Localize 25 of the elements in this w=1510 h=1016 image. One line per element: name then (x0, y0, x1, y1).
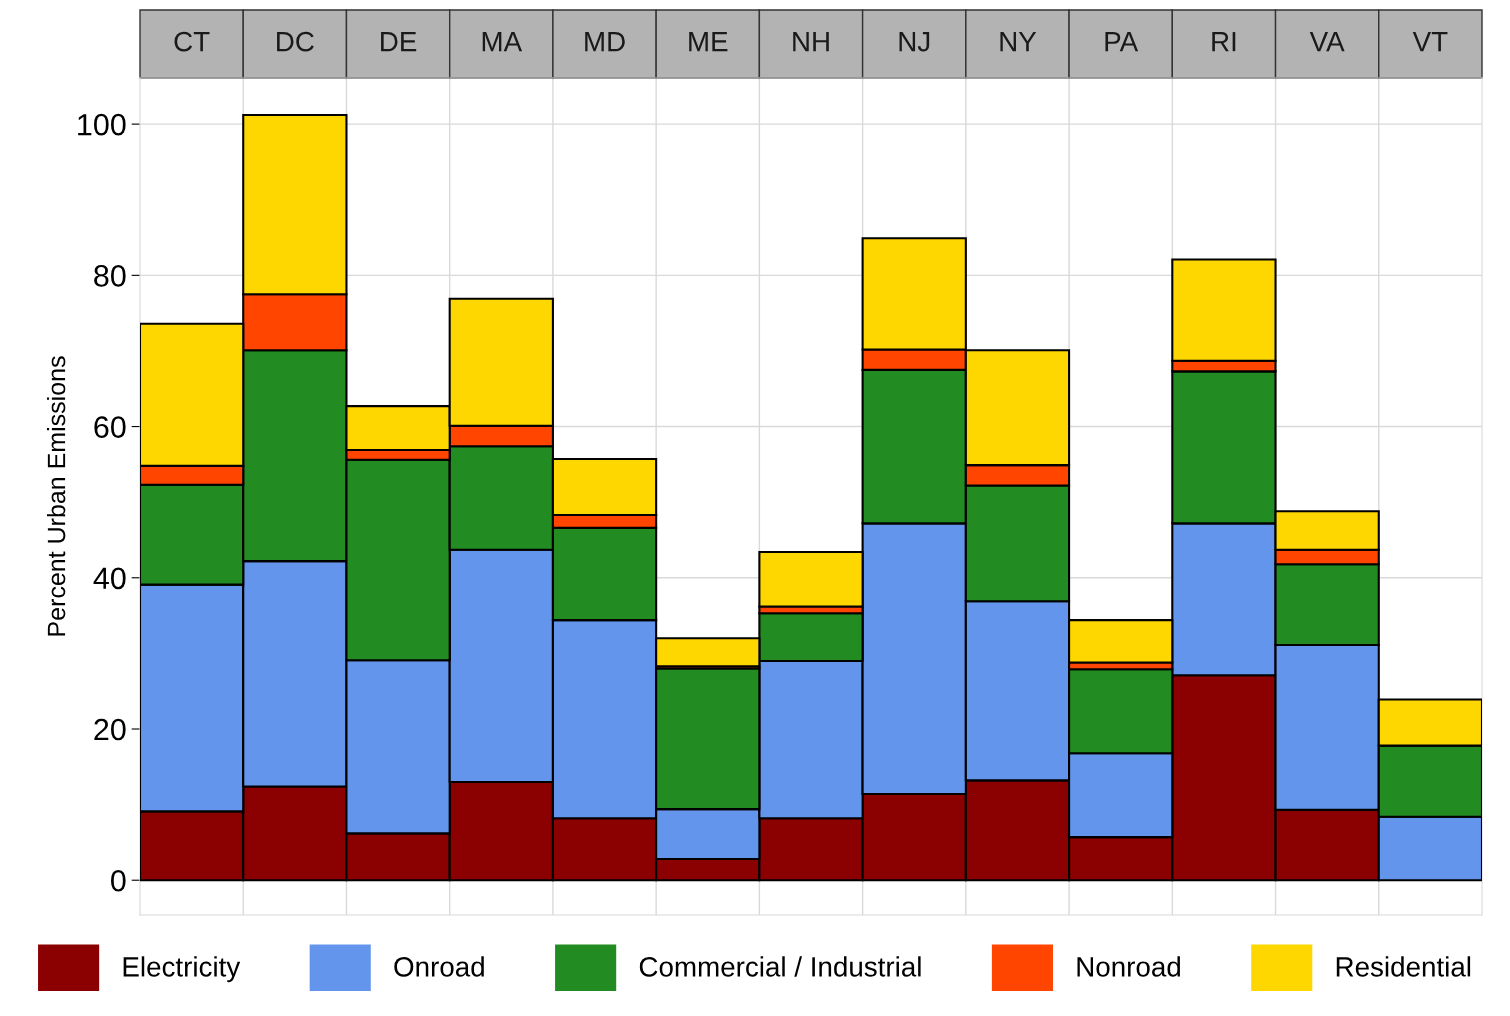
y-tick-label: 40 (93, 567, 126, 590)
x-tick-label: MD (585, 32, 625, 52)
x-tick-label: NJ (899, 32, 930, 52)
legend-label: Nonroad (1077, 956, 1180, 977)
x-tick-label: NY (1000, 32, 1037, 52)
y-tick-label: 60 (94, 416, 126, 438)
x-tick-label: ME (689, 32, 728, 52)
x-tick-label: MA (482, 32, 523, 52)
x-tick-label: NH (793, 32, 829, 52)
legend-label: Residential (1336, 956, 1471, 977)
y-tick-label: 0 (111, 869, 126, 892)
legend-label: Onroad (394, 956, 484, 977)
legend-label: Commercial / Industrial (639, 956, 921, 977)
y-tick-label: 20 (94, 718, 126, 741)
y-tick-label: 100 (78, 113, 126, 136)
y-tick-label: 80 (94, 265, 126, 287)
x-tick-label: VT (1412, 32, 1448, 52)
x-tick-label: DC (277, 31, 314, 52)
x-tick-label: PA (1105, 32, 1139, 52)
legend-label: Electricity (123, 956, 241, 983)
x-tick-label: CT (174, 31, 210, 52)
x-tick-label: VA (1309, 32, 1345, 52)
y-axis-title: Percent Urban Emissions (46, 356, 66, 636)
x-tick-label: RI (1212, 32, 1236, 52)
x-tick-label: DE (381, 32, 417, 52)
